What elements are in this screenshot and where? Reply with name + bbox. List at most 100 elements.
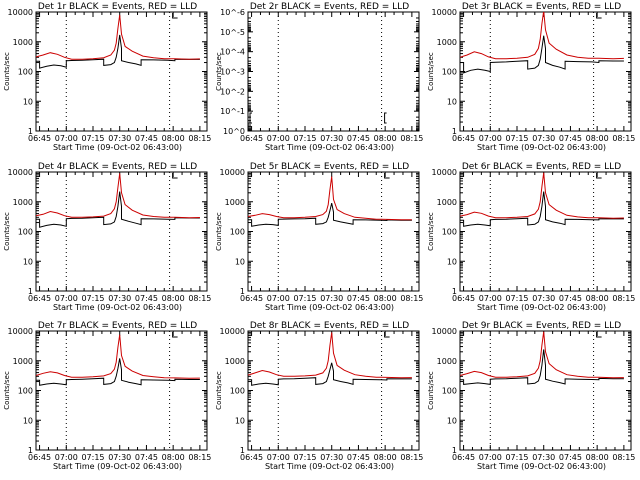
y-tick-label: 10000 — [432, 327, 457, 336]
interval-marker — [596, 13, 602, 19]
y-tick-label: 1000 — [437, 357, 457, 366]
y-tick-label: 100 — [442, 228, 457, 237]
panel-title: Det 2r BLACK = Events, RED = LLD — [250, 2, 409, 12]
x-axis-label: Start Time (09-Oct-02 06:43:00) — [477, 303, 606, 312]
y-tick-label: 1 — [452, 127, 457, 136]
x-tick-label: 06:45 — [28, 453, 51, 462]
x-tick-label: 06:45 — [452, 294, 475, 303]
x-tick-label: 08:00 — [162, 294, 185, 303]
x-tick-label: 07:15 — [293, 453, 316, 462]
x-tick-label: 08:15 — [188, 134, 211, 143]
x-tick-label: 07:45 — [559, 453, 582, 462]
x-tick-label: 06:45 — [28, 294, 51, 303]
x-tick-label: 06:45 — [240, 294, 263, 303]
y-tick-label: 10^-4 — [220, 48, 245, 57]
x-tick-label: 08:15 — [188, 294, 211, 303]
x-axis-label: Start Time (09-Oct-02 06:43:00) — [477, 462, 606, 471]
y-axis-label: Counts/sec — [427, 212, 435, 251]
x-tick-label: 07:00 — [267, 134, 290, 143]
x-tick-label: 06:45 — [240, 134, 263, 143]
y-tick-label: 1 — [28, 287, 33, 296]
plot-frame — [35, 330, 208, 451]
x-tick-label: 07:15 — [293, 134, 316, 143]
x-tick-label: 07:30 — [532, 294, 555, 303]
x-tick-label: 07:45 — [135, 453, 158, 462]
x-tick-label: 08:15 — [400, 453, 423, 462]
series-line-lld — [36, 334, 200, 379]
x-tick-label: 07:30 — [532, 134, 555, 143]
y-tick-label: 10^-1 — [220, 107, 245, 116]
x-tick-label: 08:00 — [586, 453, 609, 462]
y-tick-label: 10 — [235, 257, 245, 266]
x-tick-label: 06:45 — [452, 453, 475, 462]
y-tick-label: 10^-6 — [220, 8, 245, 17]
series-line-lld — [248, 176, 412, 221]
interval-marker — [172, 332, 178, 338]
y-tick-label: 100 — [442, 387, 457, 396]
x-tick-label: 07:45 — [559, 294, 582, 303]
x-tick-label: 07:15 — [293, 294, 316, 303]
interval-marker — [172, 173, 178, 179]
panel-title: Det 1r BLACK = Events, RED = LLD — [38, 2, 197, 12]
x-axis-label: Start Time (09-Oct-02 06:43:00) — [53, 303, 182, 312]
y-tick-label: 100 — [18, 228, 33, 237]
y-tick-label: 1000 — [225, 198, 245, 207]
x-tick-label: 07:00 — [267, 294, 290, 303]
x-tick-label: 07:30 — [320, 134, 343, 143]
y-tick-label: 10^-5 — [220, 28, 245, 37]
x-tick-label: 07:30 — [108, 134, 131, 143]
x-tick-label: 07:30 — [532, 453, 555, 462]
panel-title: Det 7r BLACK = Events, RED = LLD — [38, 321, 197, 331]
y-tick-label: 10^-3 — [220, 68, 245, 77]
y-tick-label: 1000 — [13, 198, 33, 207]
y-axis-label: Counts/sec — [427, 371, 435, 410]
panel-title: Det 6r BLACK = Events, RED = LLD — [462, 162, 621, 172]
x-tick-label: 07:15 — [505, 294, 528, 303]
y-tick-label: 1000 — [13, 357, 33, 366]
y-tick-label: 10 — [447, 257, 457, 266]
y-tick-label: 10 — [235, 416, 245, 425]
series-line-lld — [36, 14, 200, 60]
x-tick-label: 07:30 — [108, 294, 131, 303]
x-tick-label: 07:30 — [108, 453, 131, 462]
panel-det-4: Det 4r BLACK = Events, RED = LLD 1 10 100 10… — [3, 162, 211, 312]
y-axis-label: Counts/sec — [215, 212, 223, 251]
y-tick-label: 100 — [18, 387, 33, 396]
x-tick-label: 08:00 — [586, 294, 609, 303]
x-tick-label: 07:45 — [135, 134, 158, 143]
series-line-events — [36, 34, 200, 69]
x-tick-label: 08:00 — [586, 134, 609, 143]
y-tick-label: 10000 — [220, 327, 245, 336]
series-line-events — [36, 191, 200, 228]
interval-marker — [384, 173, 390, 179]
y-tick-label: 10000 — [432, 8, 457, 17]
x-tick-label: 07:30 — [320, 453, 343, 462]
y-axis-label: Counts/sec — [3, 52, 11, 91]
y-tick-label: 10000 — [432, 168, 457, 177]
x-tick-label: 07:45 — [347, 294, 370, 303]
x-axis-label: Start Time (09-Oct-02 06:43:00) — [265, 462, 394, 471]
x-tick-label: 07:15 — [81, 453, 104, 462]
panel-det-2: Det 2r BLACK = Events, RED = LLD 10^0 10^-… — [215, 2, 423, 152]
x-tick-label: 07:15 — [505, 134, 528, 143]
interval-marker — [249, 112, 252, 124]
y-tick-label: 10^0 — [223, 127, 245, 136]
y-tick-label: 10000 — [8, 8, 33, 17]
x-tick-label: 08:15 — [188, 453, 211, 462]
x-axis-label: Start Time (09-Oct-02 06:43:00) — [53, 462, 182, 471]
x-tick-label: 07:00 — [479, 453, 502, 462]
interval-marker — [384, 332, 390, 338]
x-axis-label: Start Time (09-Oct-02 06:43:00) — [53, 143, 182, 152]
y-tick-label: 1 — [240, 446, 245, 455]
x-tick-label: 07:00 — [55, 453, 78, 462]
y-tick-label: 1000 — [13, 38, 33, 47]
x-tick-label: 08:15 — [400, 294, 423, 303]
y-tick-label: 100 — [442, 68, 457, 77]
series-line-events — [460, 35, 624, 74]
panel-det-6: Det 6r BLACK = Events, RED = LLD 1 10 100 10… — [427, 162, 635, 312]
x-tick-label: 08:15 — [612, 453, 635, 462]
panel-det-9: Det 9r BLACK = Events, RED = LLD 1 10 100 10… — [427, 321, 635, 471]
series-line-events — [36, 358, 200, 386]
y-tick-label: 100 — [230, 228, 245, 237]
